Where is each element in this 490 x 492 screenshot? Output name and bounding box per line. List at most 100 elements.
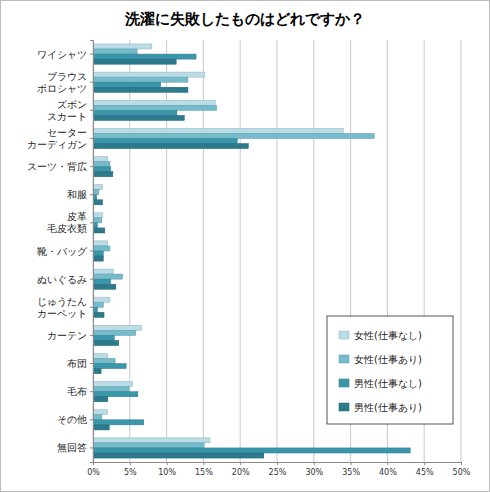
x-tick-mark [424, 462, 425, 465]
x-tick-label: 10% [158, 468, 176, 477]
y-tick-label-line: ワイシャツ [37, 49, 87, 60]
x-tick-mark [351, 462, 352, 465]
y-tick-label: セーターカーディガン [27, 127, 87, 150]
y-tick-label: ぬいぐるみ [37, 274, 87, 285]
bar [93, 443, 204, 448]
y-tick-label-line: スーツ・背広 [27, 161, 87, 172]
x-tick-label: 25% [269, 468, 287, 477]
y-tick: 皮革毛皮衣類 [47, 211, 93, 234]
bar [93, 115, 184, 120]
y-tick-label: カーテン [47, 330, 87, 341]
bar [93, 72, 205, 77]
y-axis-line [90, 41, 94, 463]
bar [93, 162, 110, 167]
y-tick-label-line: 毛皮衣類 [47, 223, 87, 234]
grid [93, 40, 461, 462]
y-tick-mark [90, 419, 93, 420]
title: 洗濯に失敗したものはどれですか？ [124, 10, 365, 28]
bar [93, 200, 103, 205]
legend-swatch [339, 355, 349, 363]
bar [93, 54, 196, 59]
y-tick-label-line: 靴・バッグ [37, 246, 88, 257]
y-tick-mark [90, 194, 93, 195]
bar [93, 110, 177, 115]
y-tick-label-line: ぬいぐるみ [37, 274, 87, 285]
legend-label: 女性(仕事なし) [354, 330, 422, 341]
bar [93, 335, 114, 340]
grid-line [277, 40, 278, 462]
x-axis: 0%5%10%15%20%25%30%35%40%45%50% [87, 462, 471, 477]
x-tick-label: 30% [305, 468, 323, 477]
y-tick-label: じゅうたんカーペット [37, 296, 87, 319]
y-tick-label: 毛布 [67, 386, 87, 397]
x-tick: 10% [158, 462, 176, 477]
x-tick-label: 50% [453, 468, 471, 477]
legend-swatch [339, 379, 349, 387]
y-tick-label: 皮革毛皮衣類 [47, 211, 87, 234]
y-tick-label-line: 無回答 [57, 442, 87, 453]
y-tick-label-line: じゅうたん [37, 296, 87, 307]
y-tick-label: ズボンスカート [47, 99, 87, 122]
bar [93, 82, 161, 87]
bar [93, 297, 110, 302]
bar [93, 397, 108, 402]
bar [93, 59, 176, 64]
y-tick: ズボンスカート [47, 99, 93, 122]
bar [93, 453, 264, 458]
x-tick-label: 35% [342, 468, 360, 477]
y-tick-label-line: ポロシャツ [37, 83, 87, 94]
y-tick-label-line: カーテン [47, 330, 87, 341]
bar [93, 44, 152, 49]
bar [93, 172, 113, 177]
y-tick-label: スーツ・背広 [27, 161, 87, 172]
x-tick-mark [387, 462, 388, 465]
y-tick-mark [90, 251, 93, 252]
y-tick-label-line: 毛布 [67, 386, 87, 397]
bar [93, 241, 108, 246]
x-tick-mark [277, 462, 278, 465]
bar [93, 382, 133, 387]
grid-line [240, 40, 241, 462]
bar [93, 387, 129, 392]
bar [93, 415, 102, 420]
grid-line [461, 40, 462, 462]
grid-line [313, 40, 314, 462]
bar [93, 156, 108, 161]
bar [93, 246, 110, 251]
x-tick-label: 0% [87, 468, 100, 477]
legend-swatch [339, 331, 349, 339]
x-tick-label: 45% [416, 468, 434, 477]
x-tick: 0% [87, 462, 100, 477]
y-tick-label-line: カーディガン [27, 139, 87, 150]
bar [93, 167, 111, 172]
x-tick: 5% [124, 462, 137, 477]
y-tick: カーテン [47, 330, 93, 341]
y-tick-mark [90, 447, 93, 448]
y-tick-label: 和服 [67, 189, 87, 200]
bar [93, 448, 410, 453]
x-tick-label: 15% [195, 468, 213, 477]
bar [93, 213, 103, 218]
y-tick-mark [90, 307, 93, 308]
y-tick-mark [90, 54, 93, 55]
bar [93, 133, 374, 138]
bar [93, 251, 103, 256]
frame [1, 1, 490, 492]
legend-label: 女性(仕事あり) [354, 354, 422, 365]
y-tick: ぬいぐるみ [37, 274, 93, 285]
y-tick-mark [90, 363, 93, 364]
y-tick-label: 靴・バッグ [37, 246, 88, 257]
y-tick-label-line: ブラウス [47, 71, 87, 82]
bar [93, 228, 105, 233]
y-tick-mark [90, 138, 93, 139]
bar [93, 340, 119, 345]
y-tick-label-line: 和服 [67, 189, 87, 200]
bar [93, 100, 215, 105]
bar [93, 425, 109, 430]
bar [93, 49, 137, 54]
bar [93, 284, 116, 289]
bar [93, 87, 188, 92]
y-tick: 布団 [67, 358, 93, 369]
bar [93, 128, 343, 133]
bar [93, 325, 142, 330]
